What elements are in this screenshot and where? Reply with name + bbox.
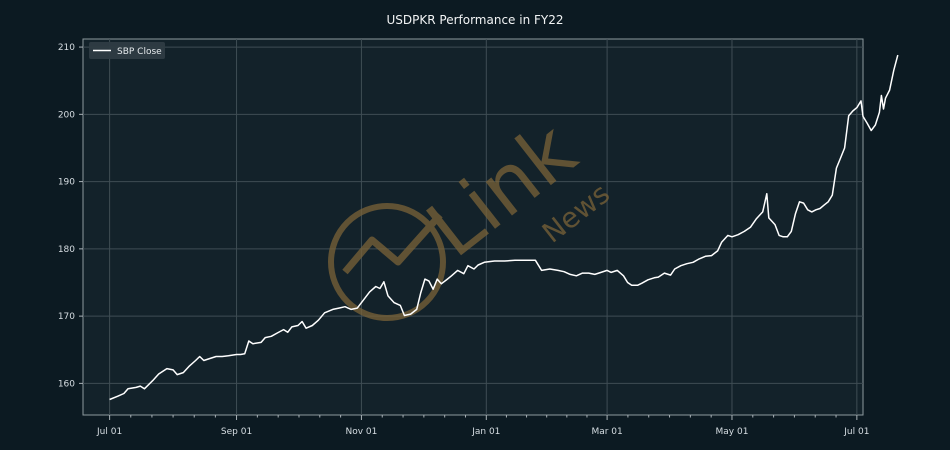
- x-tick-label: May 01: [716, 427, 749, 437]
- watermark-arrow: [342, 212, 443, 275]
- chart-title: USDPKR Performance in FY22: [386, 13, 563, 27]
- axes: 160 170 180 190 200 210 Jul 01 Sep 01 Nov 01 Jan …: [58, 43, 870, 437]
- x-tick-label: Jul 01: [843, 427, 869, 437]
- y-tick-label: 190: [58, 178, 75, 188]
- y-tick-label: 170: [58, 312, 75, 322]
- x-tick-label: Jul 01: [96, 427, 122, 437]
- watermark-ring: [328, 203, 446, 321]
- x-tick-label: Nov 01: [345, 427, 377, 437]
- legend: SBP Close: [89, 42, 165, 59]
- x-tick-label: Mar 01: [591, 427, 622, 437]
- y-tick-label: 160: [58, 379, 75, 389]
- legend-label: SBP Close: [117, 47, 162, 57]
- series-layer: [109, 54, 899, 401]
- x-tick-label: Sep 01: [221, 427, 252, 437]
- y-tick-label: 180: [58, 245, 75, 255]
- series-line-sbp-close: [109, 54, 899, 401]
- y-tick-label: 200: [58, 110, 75, 120]
- x-tick-label: Jan 01: [471, 427, 500, 437]
- legend-box: [89, 42, 165, 59]
- grid: [83, 39, 863, 415]
- y-tick-label: 210: [58, 43, 75, 53]
- plot-area: [82, 38, 864, 416]
